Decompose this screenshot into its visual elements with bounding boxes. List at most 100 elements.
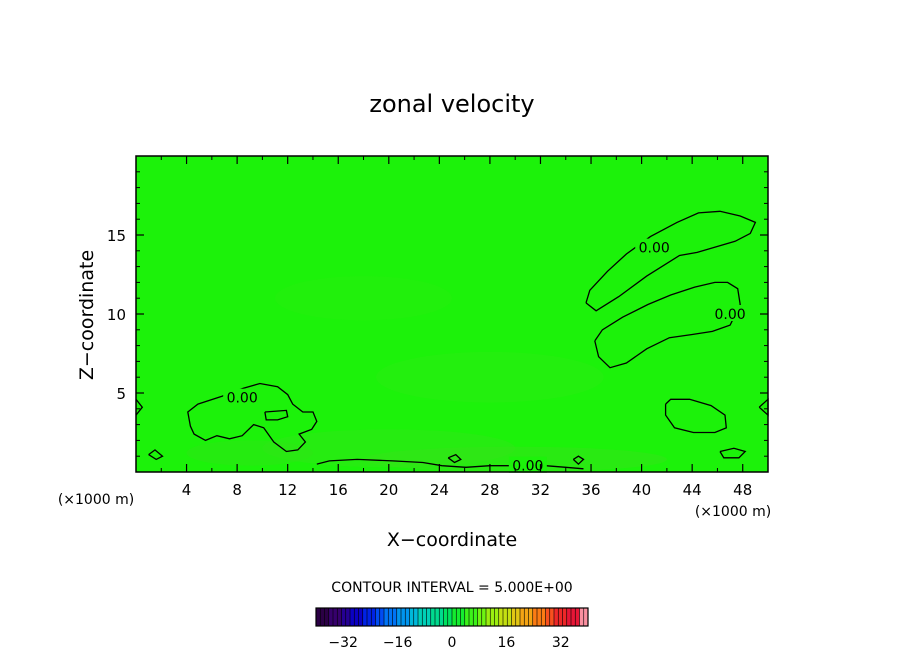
y-tick-label: 15: [107, 227, 126, 245]
contour-line: [447, 453, 462, 464]
colorbar-swatch: [396, 608, 402, 626]
colorbar-swatch: [460, 608, 466, 626]
colorbar-swatch: [566, 608, 572, 626]
colorbar-swatch: [486, 608, 491, 626]
x-tick-label: 44: [683, 481, 702, 499]
colorbar-swatch: [324, 608, 330, 626]
field-shade: [376, 351, 604, 403]
colorbar-swatch: [503, 608, 508, 626]
colorbar-swatch: [452, 608, 457, 626]
colorbar-swatch: [418, 608, 423, 626]
contour-line: [135, 398, 144, 416]
colorbar-swatch: [528, 608, 534, 626]
field-shade: [275, 276, 452, 321]
colorbar-tick-label: 0: [448, 635, 457, 651]
colorbar-swatch: [549, 608, 555, 626]
colorbar-swatch: [337, 608, 342, 626]
colorbar-swatch: [532, 608, 538, 626]
contour-label: 0.00: [227, 391, 258, 407]
contour-line: [585, 210, 757, 312]
y-tick-label: 10: [107, 306, 126, 324]
contour-label-bg: [635, 238, 674, 255]
contour-line: [719, 447, 747, 459]
colorbar-swatch: [524, 608, 529, 626]
colorbar: [315, 607, 589, 627]
colorbar-swatch: [426, 608, 432, 626]
colorbar-swatch: [571, 608, 576, 626]
colorbar-swatch: [498, 608, 504, 626]
colorbar-swatch: [545, 608, 551, 626]
contour-line: [264, 409, 289, 421]
colorbar-swatch: [537, 608, 542, 626]
x-unit-label-left: (×1000 m): [58, 492, 134, 508]
colorbar-swatch: [405, 608, 410, 626]
colorbar-swatch: [422, 608, 427, 626]
colorbar-frame: [315, 607, 589, 627]
colorbar-swatch: [367, 608, 372, 626]
contour-label: 0.00: [639, 241, 670, 257]
contour-interval-text: CONTOUR INTERVAL = 5.000E+00: [331, 580, 572, 596]
colorbar-tick-label: 16: [497, 635, 515, 651]
colorbar-swatch: [447, 608, 453, 626]
x-unit-label-right: (×1000 m): [695, 504, 771, 520]
contour-line: [148, 449, 164, 461]
contour-label-bg: [711, 305, 750, 321]
x-tick-label: 4: [182, 481, 192, 499]
velocity-field: [136, 156, 768, 472]
contour-line: [187, 382, 318, 453]
contour-label-bg: [223, 388, 262, 405]
colorbar-swatch: [575, 608, 580, 626]
colorbar-swatch: [316, 608, 321, 626]
x-tick-label: 36: [581, 481, 600, 499]
colorbar-swatch: [379, 608, 385, 626]
colorbar-swatch: [435, 608, 440, 626]
colorbar-swatch: [494, 608, 500, 626]
colorbar-swatch: [409, 608, 415, 626]
colorbar-swatch: [443, 608, 449, 626]
x-tick-label: 20: [379, 481, 398, 499]
colorbar-swatch: [430, 608, 436, 626]
colorbar-swatch: [511, 608, 517, 626]
contour-label: 0.00: [512, 459, 543, 475]
x-tick-label: 40: [632, 481, 651, 499]
colorbar-tick-label: −16: [383, 635, 413, 651]
colorbar-swatch: [320, 608, 325, 626]
colorbar-swatch: [464, 608, 470, 626]
colorbar-swatch: [507, 608, 512, 626]
contour-line: [572, 455, 585, 465]
colorbar-swatch: [490, 608, 495, 626]
colorbar-swatch: [341, 608, 347, 626]
colorbar-swatch: [354, 608, 359, 626]
colorbar-swatch: [350, 608, 355, 626]
x-tick-label: 8: [232, 481, 242, 499]
y-axis-ticks: 5 10 15: [107, 171, 768, 457]
colorbar-swatch: [562, 608, 568, 626]
colorbar-swatch: [456, 608, 461, 626]
chart-title: zonal velocity: [369, 90, 534, 118]
colorbar-swatch: [401, 608, 406, 626]
colorbar-swatch: [392, 608, 398, 626]
colorbar-swatch: [345, 608, 351, 626]
field-background: [136, 156, 768, 472]
colorbar-swatch: [413, 608, 419, 626]
colorbar-swatch: [583, 608, 589, 626]
colorbar-swatch: [469, 608, 474, 626]
colorbar-swatch: [515, 608, 521, 626]
colorbar-swatch: [558, 608, 563, 626]
contour-line: [664, 398, 727, 434]
colorbar-swatch: [554, 608, 559, 626]
colorbar-swatch: [333, 608, 338, 626]
x-tick-label: 12: [278, 481, 297, 499]
colorbar-swatch: [362, 608, 368, 626]
contour-line: [594, 281, 741, 369]
contour-label-bg: [508, 456, 547, 473]
x-axis-title: X−coordinate: [387, 529, 517, 551]
colorbar-swatch: [473, 608, 478, 626]
contour-labels: 0.00 0.00 0.00 0.00: [223, 238, 750, 475]
x-tick-label: 24: [430, 481, 449, 499]
contour-line: [316, 458, 584, 470]
y-axis-title: Z−coordinate: [76, 250, 98, 380]
colorbar-swatch: [388, 608, 393, 626]
contour-lines: [135, 210, 769, 470]
colorbar-swatch: [477, 608, 483, 626]
